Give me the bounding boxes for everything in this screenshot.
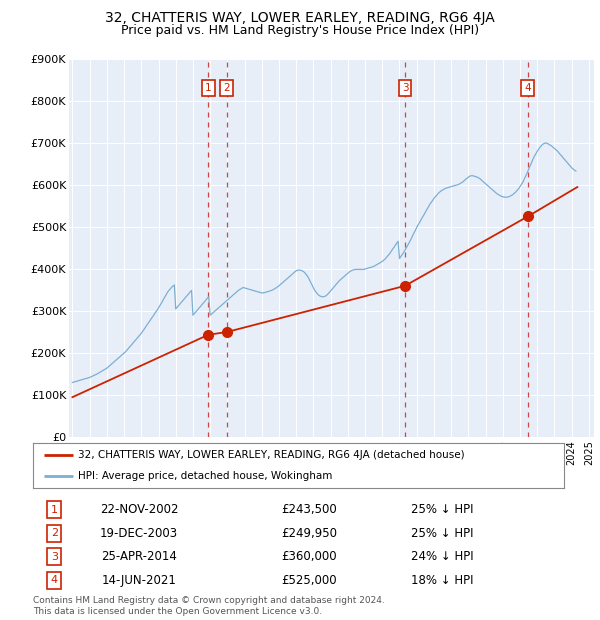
Text: 25-APR-2014: 25-APR-2014 [101, 551, 177, 564]
Text: 18% ↓ HPI: 18% ↓ HPI [410, 574, 473, 587]
Text: 32, CHATTERIS WAY, LOWER EARLEY, READING, RG6 4JA: 32, CHATTERIS WAY, LOWER EARLEY, READING… [105, 11, 495, 25]
Text: 24% ↓ HPI: 24% ↓ HPI [410, 551, 473, 564]
Text: 3: 3 [401, 83, 409, 94]
Text: 25% ↓ HPI: 25% ↓ HPI [410, 527, 473, 540]
Text: 1: 1 [205, 83, 212, 94]
Text: 32, CHATTERIS WAY, LOWER EARLEY, READING, RG6 4JA (detached house): 32, CHATTERIS WAY, LOWER EARLEY, READING… [78, 450, 465, 461]
Text: £360,000: £360,000 [281, 551, 337, 564]
Text: 14-JUN-2021: 14-JUN-2021 [102, 574, 176, 587]
Text: 2: 2 [223, 83, 230, 94]
Text: £249,950: £249,950 [281, 527, 337, 540]
Text: 25% ↓ HPI: 25% ↓ HPI [410, 503, 473, 516]
Text: £243,500: £243,500 [281, 503, 337, 516]
Text: Contains HM Land Registry data © Crown copyright and database right 2024.
This d: Contains HM Land Registry data © Crown c… [33, 596, 385, 616]
Text: Price paid vs. HM Land Registry's House Price Index (HPI): Price paid vs. HM Land Registry's House … [121, 24, 479, 37]
Text: HPI: Average price, detached house, Wokingham: HPI: Average price, detached house, Woki… [78, 471, 332, 481]
Text: 22-NOV-2002: 22-NOV-2002 [100, 503, 178, 516]
Text: 3: 3 [51, 552, 58, 562]
Text: 19-DEC-2003: 19-DEC-2003 [100, 527, 178, 540]
Text: 4: 4 [524, 83, 531, 94]
Text: 2: 2 [50, 528, 58, 538]
Text: £525,000: £525,000 [281, 574, 337, 587]
Text: 4: 4 [50, 575, 58, 585]
Text: 1: 1 [51, 505, 58, 515]
